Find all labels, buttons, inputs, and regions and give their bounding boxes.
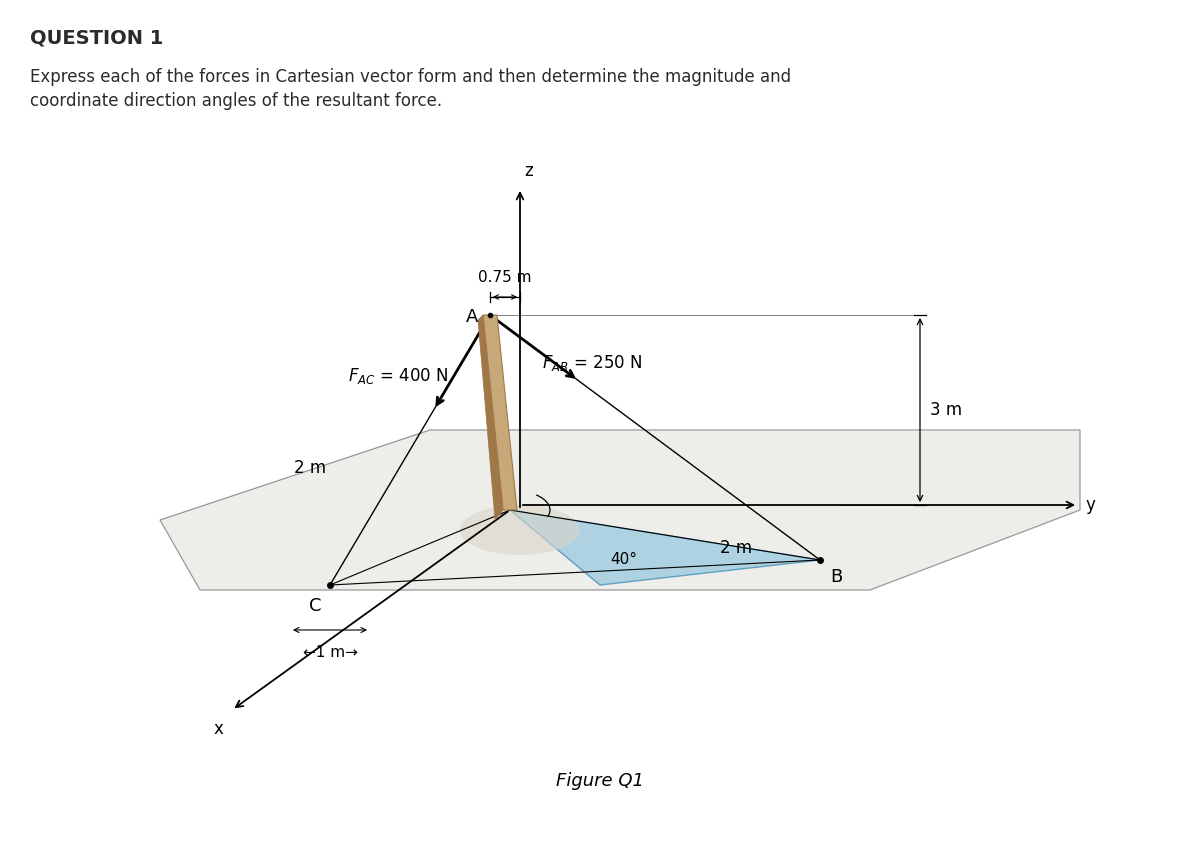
Text: Figure Q1: Figure Q1: [556, 772, 644, 790]
Text: 2 m: 2 m: [720, 539, 752, 557]
Polygon shape: [160, 430, 1080, 590]
Text: y: y: [1085, 496, 1094, 514]
Text: 40°: 40°: [610, 552, 637, 568]
Polygon shape: [478, 315, 503, 520]
Text: coordinate direction angles of the resultant force.: coordinate direction angles of the resul…: [30, 92, 442, 110]
Text: B: B: [830, 568, 842, 586]
Text: A: A: [466, 308, 478, 326]
Text: ←1 m→: ←1 m→: [302, 645, 358, 660]
Text: 3 m: 3 m: [930, 401, 962, 419]
Text: 0.75 m: 0.75 m: [479, 270, 532, 285]
Ellipse shape: [460, 505, 580, 555]
Text: $F_{AB}$ = 250 N: $F_{AB}$ = 250 N: [542, 353, 642, 373]
Text: $F_{AC}$ = 400 N: $F_{AC}$ = 400 N: [348, 366, 449, 386]
Text: 2 m: 2 m: [294, 459, 326, 477]
Polygon shape: [482, 315, 517, 510]
Polygon shape: [510, 510, 820, 585]
Text: x: x: [214, 720, 223, 738]
Text: QUESTION 1: QUESTION 1: [30, 28, 163, 47]
Text: Express each of the forces in Cartesian vector form and then determine the magni: Express each of the forces in Cartesian …: [30, 68, 791, 86]
Text: C: C: [310, 597, 322, 615]
Text: z: z: [524, 162, 533, 180]
